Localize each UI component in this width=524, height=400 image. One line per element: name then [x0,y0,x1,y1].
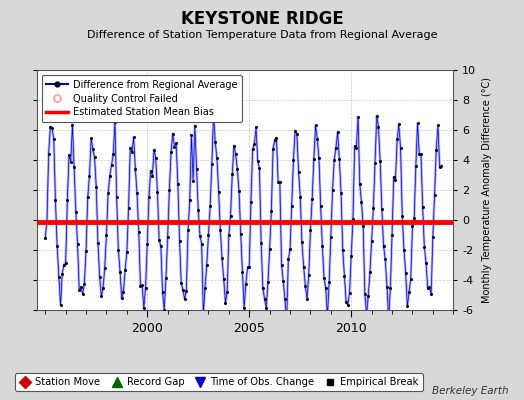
Text: Difference of Station Temperature Data from Regional Average: Difference of Station Temperature Data f… [87,30,437,40]
Text: KEYSTONE RIDGE: KEYSTONE RIDGE [181,10,343,28]
Legend: Station Move, Record Gap, Time of Obs. Change, Empirical Break: Station Move, Record Gap, Time of Obs. C… [16,373,423,391]
Text: Berkeley Earth: Berkeley Earth [432,386,508,396]
Y-axis label: Monthly Temperature Anomaly Difference (°C): Monthly Temperature Anomaly Difference (… [482,77,492,303]
Legend: Difference from Regional Average, Quality Control Failed, Estimated Station Mean: Difference from Regional Average, Qualit… [41,75,242,122]
